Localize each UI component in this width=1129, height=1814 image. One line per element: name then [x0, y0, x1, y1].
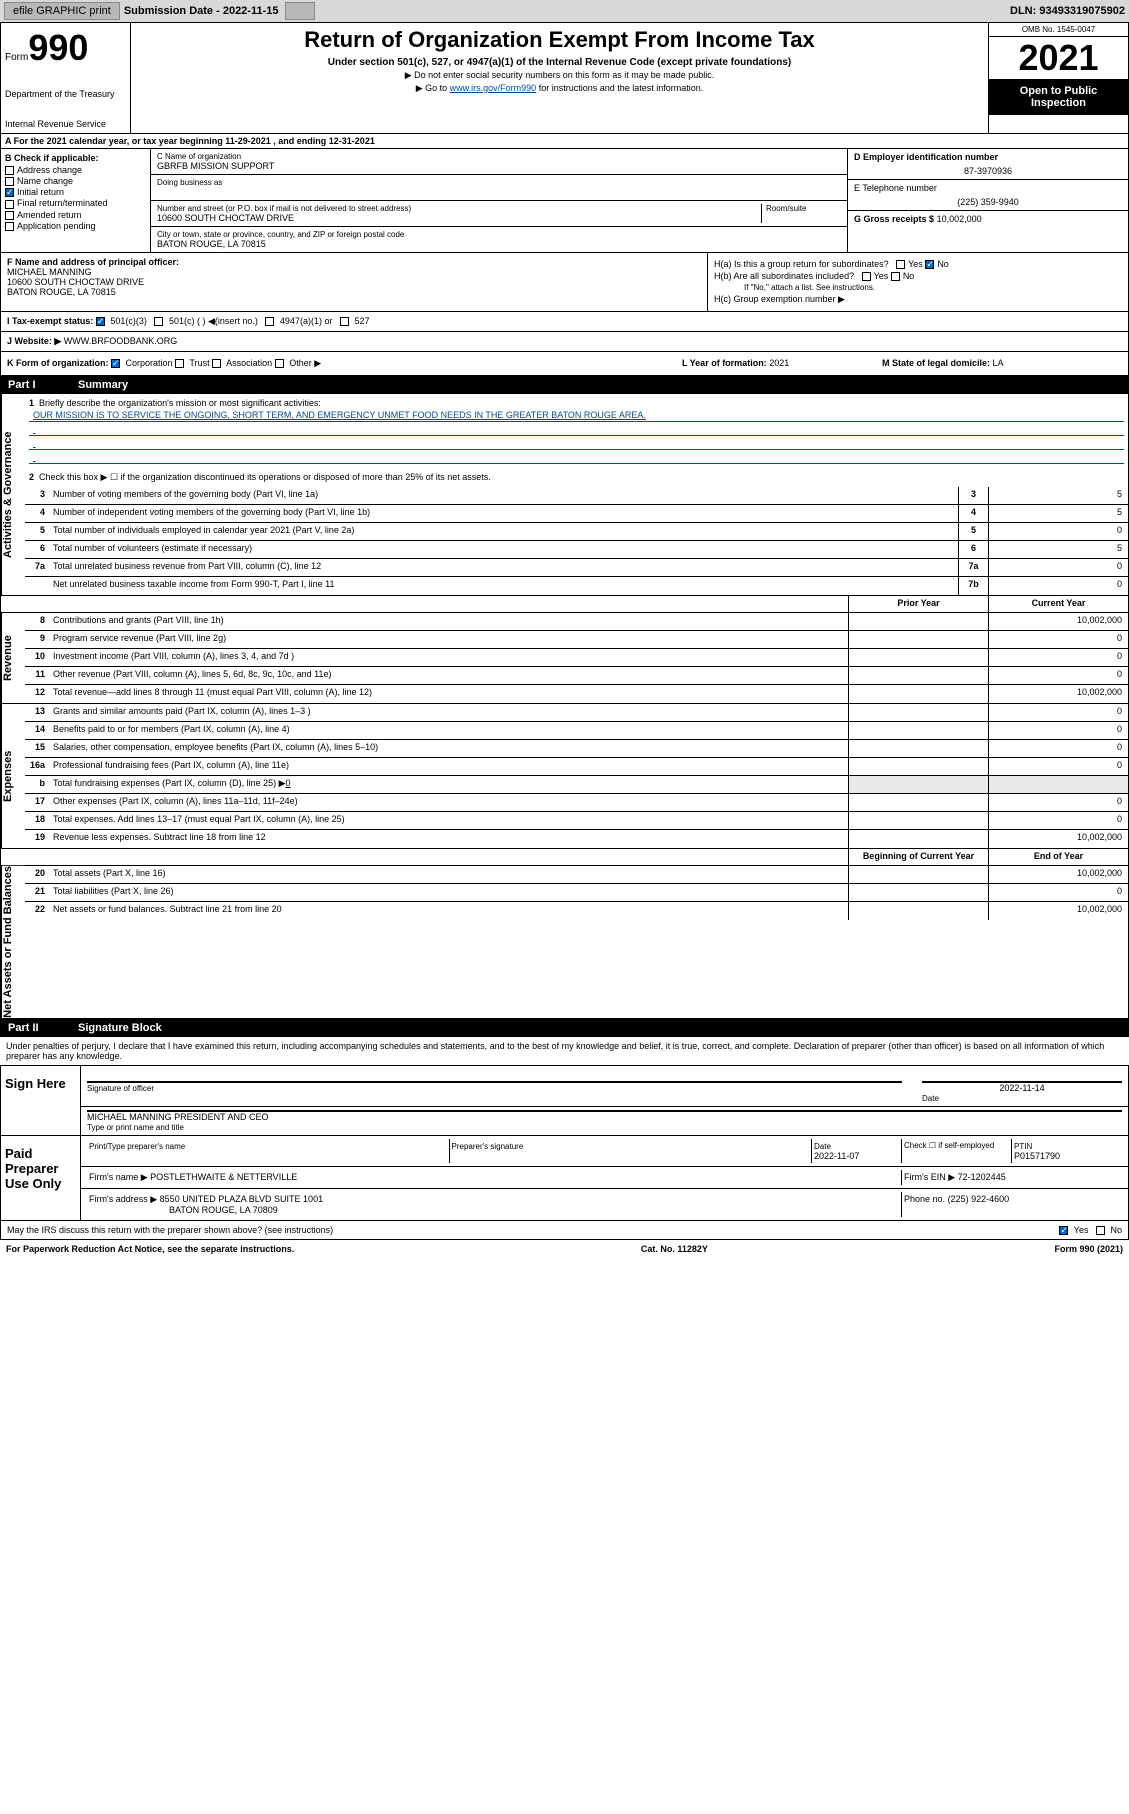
part1-header: Part I Summary [0, 376, 1129, 394]
state-domicile: LA [993, 358, 1004, 368]
sign-date: 2022-11-14 [922, 1083, 1122, 1093]
irs: Internal Revenue Service [5, 119, 126, 129]
firm-ein: 72-1202445 [958, 1172, 1006, 1182]
tax-year: 2021 [989, 37, 1128, 79]
form-word: Form [5, 52, 28, 63]
line-16a-current: 0 [988, 758, 1128, 775]
line-22-end: 10,002,000 [988, 902, 1128, 920]
penalty-text: Under penalties of perjury, I declare th… [0, 1037, 1129, 1066]
form-number: 990 [28, 27, 88, 69]
officer-addr2: BATON ROUGE, LA 70815 [7, 287, 701, 297]
line-7b-val: 0 [988, 577, 1128, 595]
row-j: J Website: ▶ WWW.BRFOODBANK.ORG [0, 332, 1129, 352]
section-b: B Check if applicable: Address change Na… [1, 149, 151, 252]
note1: ▶ Do not enter social security numbers o… [135, 70, 984, 81]
cb-address-change[interactable]: Address change [5, 165, 146, 175]
ptin: P01571790 [1014, 1151, 1060, 1161]
cb-application[interactable]: Application pending [5, 221, 146, 231]
dln: DLN: 93493319075902 [1010, 5, 1125, 17]
line-15-current: 0 [988, 740, 1128, 757]
cb-initial-return[interactable]: Initial return [5, 187, 146, 197]
footer: For Paperwork Reduction Act Notice, see … [0, 1240, 1129, 1258]
telephone: (225) 359-9940 [854, 197, 1122, 207]
line-3-val: 5 [988, 487, 1128, 504]
line-18-current: 0 [988, 812, 1128, 829]
officer-addr1: 10600 SOUTH CHOCTAW DRIVE [7, 277, 701, 287]
cb-name-change[interactable]: Name change [5, 176, 146, 186]
top-bar: efile GRAPHIC print Submission Date - 20… [0, 0, 1129, 22]
section-a: A For the 2021 calendar year, or tax yea… [0, 134, 1129, 149]
line-19-current: 10,002,000 [988, 830, 1128, 848]
line-21-end: 0 [988, 884, 1128, 901]
line-10-current: 0 [988, 649, 1128, 666]
line-6-val: 5 [988, 541, 1128, 558]
line-17-current: 0 [988, 794, 1128, 811]
section-bcd: B Check if applicable: Address change Na… [0, 149, 1129, 253]
firm-phone: (225) 922-4600 [948, 1194, 1010, 1204]
submission-date: Submission Date - 2022-11-15 [124, 5, 279, 17]
firm-addr1: 8550 UNITED PLAZA BLVD SUITE 1001 [160, 1194, 323, 1204]
line-11-current: 0 [988, 667, 1128, 684]
sidebar-netassets: Net Assets or Fund Balances [1, 866, 25, 1018]
form-header: Form 990 Department of the Treasury Inte… [0, 22, 1129, 134]
irs-link[interactable]: www.irs.gov/Form990 [450, 83, 537, 93]
part2-header: Part II Signature Block [0, 1019, 1129, 1037]
sidebar-governance: Activities & Governance [1, 394, 25, 595]
prep-date: 2022-11-07 [814, 1151, 859, 1161]
note2: ▶ Go to www.irs.gov/Form990 for instruct… [135, 83, 984, 94]
subtitle: Under section 501(c), 527, or 4947(a)(1)… [135, 57, 984, 68]
omb: OMB No. 1545-0047 [989, 23, 1128, 37]
section-d: D Employer identification number87-39709… [848, 149, 1128, 252]
line-5-val: 0 [988, 523, 1128, 540]
gross-receipts: 10,002,000 [937, 214, 982, 224]
street: 10600 SOUTH CHOCTAW DRIVE [157, 213, 761, 223]
form-title: Return of Organization Exempt From Incom… [135, 27, 984, 53]
line-20-end: 10,002,000 [988, 866, 1128, 883]
sidebar-revenue: Revenue [1, 613, 25, 703]
row-i: I Tax-exempt status: 501(c)(3) 501(c) ( … [0, 312, 1129, 332]
officer-name-title: MICHAEL MANNING PRESIDENT AND CEO [87, 1112, 1122, 1122]
section-c: C Name of organizationGBRFB MISSION SUPP… [151, 149, 848, 252]
line-12-current: 10,002,000 [988, 685, 1128, 703]
line-7a-val: 0 [988, 559, 1128, 576]
sidebar-expenses: Expenses [1, 704, 25, 848]
ein: 87-3970936 [854, 166, 1122, 176]
cb-amended[interactable]: Amended return [5, 210, 146, 220]
department: Department of the Treasury [5, 89, 126, 99]
line-9-current: 0 [988, 631, 1128, 648]
section-fh: F Name and address of principal officer:… [0, 253, 1129, 312]
year-formation: 2021 [769, 358, 789, 368]
line-8-current: 10,002,000 [988, 613, 1128, 630]
org-name: GBRFB MISSION SUPPORT [157, 161, 841, 171]
officer-name: MICHAEL MANNING [7, 267, 701, 277]
blank-button[interactable] [285, 2, 315, 20]
line-13-current: 0 [988, 704, 1128, 721]
efile-button[interactable]: efile GRAPHIC print [4, 2, 120, 20]
row-klm: K Form of organization: Corporation Trus… [0, 352, 1129, 376]
city: BATON ROUGE, LA 70815 [157, 239, 841, 249]
cb-final-return[interactable]: Final return/terminated [5, 198, 146, 208]
line-14-current: 0 [988, 722, 1128, 739]
line-4-val: 5 [988, 505, 1128, 522]
mission-text: OUR MISSION IS TO SERVICE THE ONGOING, S… [29, 408, 1124, 422]
open-public: Open to Public Inspection [989, 79, 1128, 115]
firm-addr2: BATON ROUGE, LA 70809 [169, 1205, 278, 1215]
firm-name: POSTLETHWAITE & NETTERVILLE [150, 1172, 297, 1182]
website: WWW.BRFOODBANK.ORG [64, 336, 178, 346]
signature-block: Sign Here Signature of officer 2022-11-1… [0, 1066, 1129, 1221]
